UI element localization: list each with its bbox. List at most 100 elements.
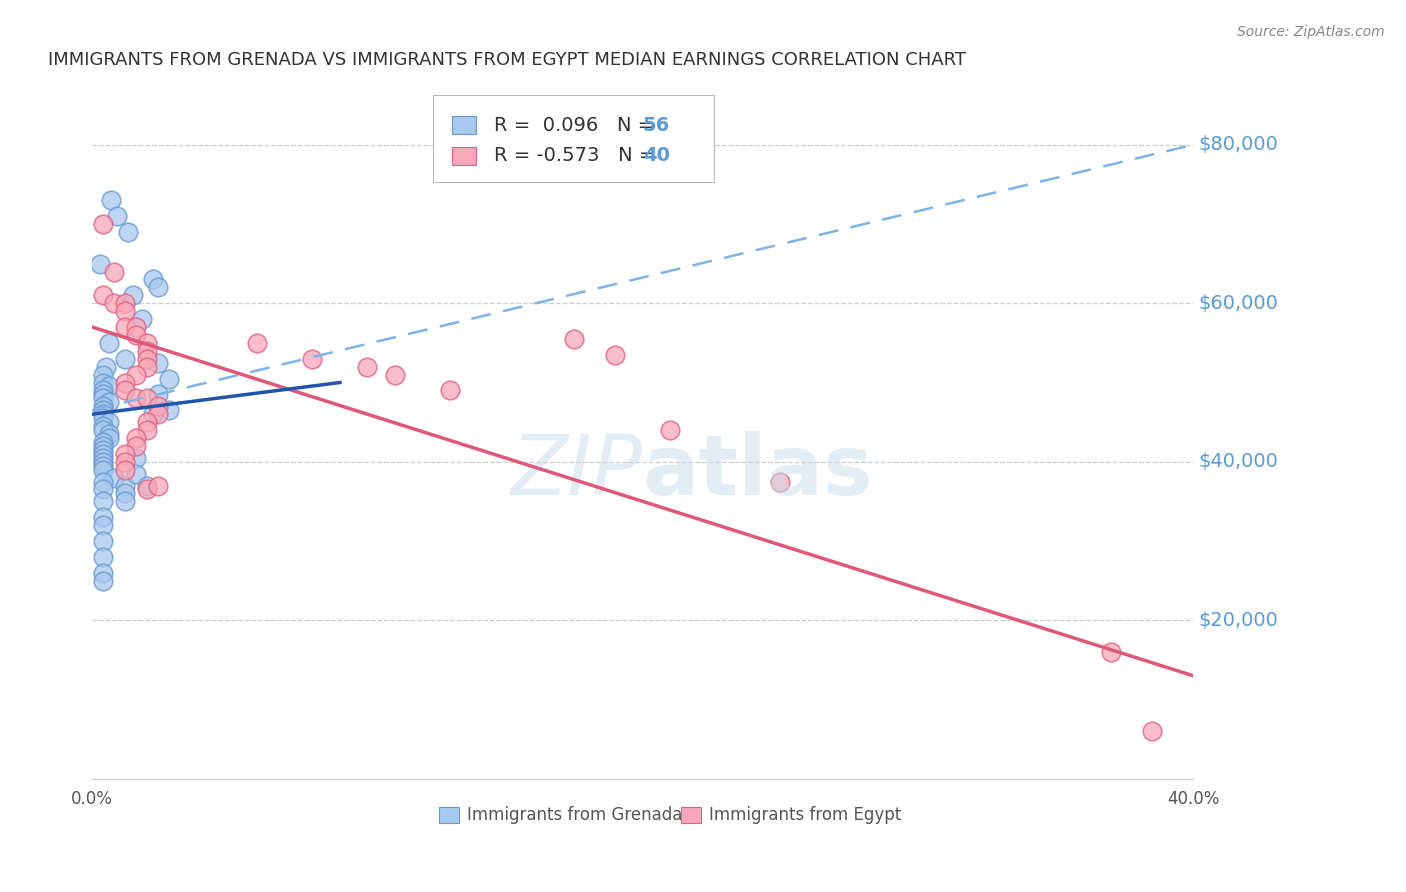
Bar [682,807,702,822]
Point [103,264,125,278]
Point [91,549,114,564]
Point [97,335,120,350]
Point [91,368,114,382]
Point [91,399,114,413]
Point [136,483,159,497]
Bar [453,116,477,135]
Point [114,376,136,390]
Point [91,442,114,457]
Point [91,384,114,398]
Point [91,423,114,437]
Point [97,395,120,409]
Point [94,359,117,374]
Point [125,450,148,465]
Point [114,320,136,334]
Point [91,455,114,469]
Point [100,193,122,207]
Point [97,415,120,429]
Text: Immigrants from Grenada: Immigrants from Grenada [467,806,682,824]
Point [114,304,136,318]
Point [91,534,114,549]
Point [91,439,114,453]
Point [562,332,585,346]
Point [142,407,165,421]
Point [91,494,114,508]
Bar [453,147,477,165]
Point [148,407,170,421]
Point [91,392,114,406]
Point [157,403,180,417]
Point [117,225,139,239]
Point [91,411,114,425]
Text: atlas: atlas [643,432,873,512]
Point [148,280,170,294]
Point [114,494,136,508]
Point [114,296,136,310]
Point [91,475,114,489]
Point [91,566,114,580]
Text: ZIP: ZIP [510,432,643,512]
Point [91,458,114,473]
Point [301,351,323,366]
Point [125,328,148,343]
Point [136,343,159,358]
Point [148,478,170,492]
Point [356,359,378,374]
Text: 40: 40 [643,146,669,166]
Point [91,434,114,449]
Point [114,447,136,461]
Point [148,399,170,413]
Point [439,384,461,398]
Text: Immigrants from Egypt: Immigrants from Egypt [709,806,901,824]
Point [131,312,153,326]
Point [157,371,180,385]
Point [114,351,136,366]
Point [91,288,114,302]
Point [384,368,406,382]
Point [91,447,114,461]
Point [91,217,114,231]
Point [125,467,148,481]
Point [103,296,125,310]
Point [91,403,114,417]
Point [91,376,114,390]
Point [148,387,170,401]
Point [136,335,159,350]
Point [114,463,136,477]
FancyBboxPatch shape [433,95,714,183]
Point [142,272,165,286]
Text: Source: ZipAtlas.com: Source: ZipAtlas.com [1237,25,1385,39]
Point [136,478,159,492]
Bar [439,807,458,822]
Point [125,320,148,334]
Point [91,510,114,524]
Text: $60,000: $60,000 [1199,293,1278,313]
Text: IMMIGRANTS FROM GRENADA VS IMMIGRANTS FROM EGYPT MEDIAN EARNINGS CORRELATION CHA: IMMIGRANTS FROM GRENADA VS IMMIGRANTS FR… [48,51,966,69]
Point [136,392,159,406]
Text: $80,000: $80,000 [1199,136,1278,154]
Point [114,455,136,469]
Point [769,475,792,489]
Text: 56: 56 [643,116,669,135]
Point [125,392,148,406]
Point [136,351,159,366]
Point [105,209,128,223]
Point [605,348,627,362]
Point [91,574,114,588]
Point [91,407,114,421]
Point [125,439,148,453]
Point [91,450,114,465]
Point [91,518,114,533]
Point [97,379,120,393]
Point [91,463,114,477]
Point [114,384,136,398]
Point [1099,645,1122,659]
Text: R =  0.096   N =: R = 0.096 N = [494,116,661,135]
Point [122,288,145,302]
Point [136,359,159,374]
Point [659,423,682,437]
Point [114,478,136,492]
Point [97,427,120,442]
Point [136,423,159,437]
Point [91,419,114,434]
